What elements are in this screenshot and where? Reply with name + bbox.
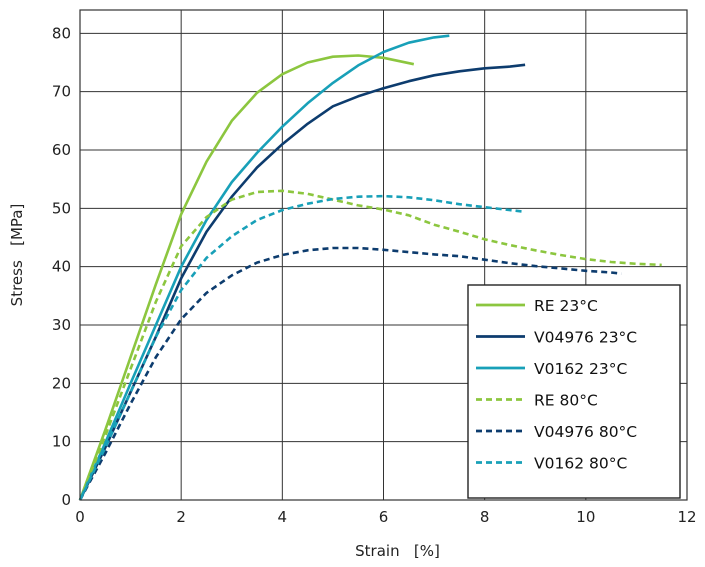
x-tick-label: 4 bbox=[278, 508, 288, 526]
legend-label: V04976 23°C bbox=[534, 329, 637, 347]
series-line-6 bbox=[78, 194, 526, 501]
x-tick-label: 6 bbox=[379, 508, 389, 526]
y-axis-label: Stress [MPa] bbox=[8, 204, 26, 307]
x-tick-label: 12 bbox=[677, 508, 696, 526]
y-tick-label: 30 bbox=[52, 316, 71, 334]
legend-label: V0162 23°C bbox=[534, 360, 627, 378]
series-line-5 bbox=[78, 246, 622, 501]
plot-frame bbox=[79, 9, 688, 501]
series-lines bbox=[78, 34, 662, 501]
y-tick-label: 60 bbox=[52, 141, 71, 159]
legend-label: V0162 80°C bbox=[534, 455, 627, 473]
y-tick-label: 20 bbox=[52, 374, 71, 392]
x-tick-label: 10 bbox=[576, 508, 595, 526]
series-line-1 bbox=[78, 54, 415, 501]
legend-entry: RE 80°C bbox=[476, 392, 598, 410]
legend-entry: RE 23°C bbox=[476, 297, 598, 315]
legend-entry: V04976 23°C bbox=[476, 329, 637, 347]
legend-box bbox=[467, 284, 681, 499]
y-tick-label: 0 bbox=[61, 491, 71, 509]
x-tick-label: 8 bbox=[480, 508, 490, 526]
legend-entry: V0162 80°C bbox=[476, 455, 627, 473]
x-tick-label: 2 bbox=[176, 508, 186, 526]
legend-entry: V0162 23°C bbox=[476, 360, 627, 378]
y-tick-label: 70 bbox=[52, 83, 71, 101]
y-tick-label: 10 bbox=[52, 433, 71, 451]
y-tick-labels: 0 10 20 30 40 50 60 70 80 bbox=[52, 24, 71, 509]
x-tick-labels: 0 2 4 6 8 10 12 bbox=[75, 508, 696, 526]
legend-entry: V04976 80°C bbox=[476, 423, 637, 441]
series-line-4 bbox=[78, 189, 662, 501]
legend-label: RE 23°C bbox=[534, 297, 598, 315]
series-line-2 bbox=[78, 63, 526, 501]
legend-label: V04976 80°C bbox=[534, 423, 637, 441]
series-line-3 bbox=[78, 34, 450, 501]
x-axis-label: Strain [%] bbox=[355, 542, 440, 560]
y-tick-label: 80 bbox=[52, 24, 71, 42]
legend: RE 23°C V04976 23°C V0162 23°C RE 80°C V0497… bbox=[467, 284, 681, 499]
x-tick-label: 0 bbox=[75, 508, 85, 526]
y-tick-label: 50 bbox=[52, 199, 71, 217]
legend-label: RE 80°C bbox=[534, 392, 598, 410]
y-tick-label: 40 bbox=[52, 258, 71, 276]
